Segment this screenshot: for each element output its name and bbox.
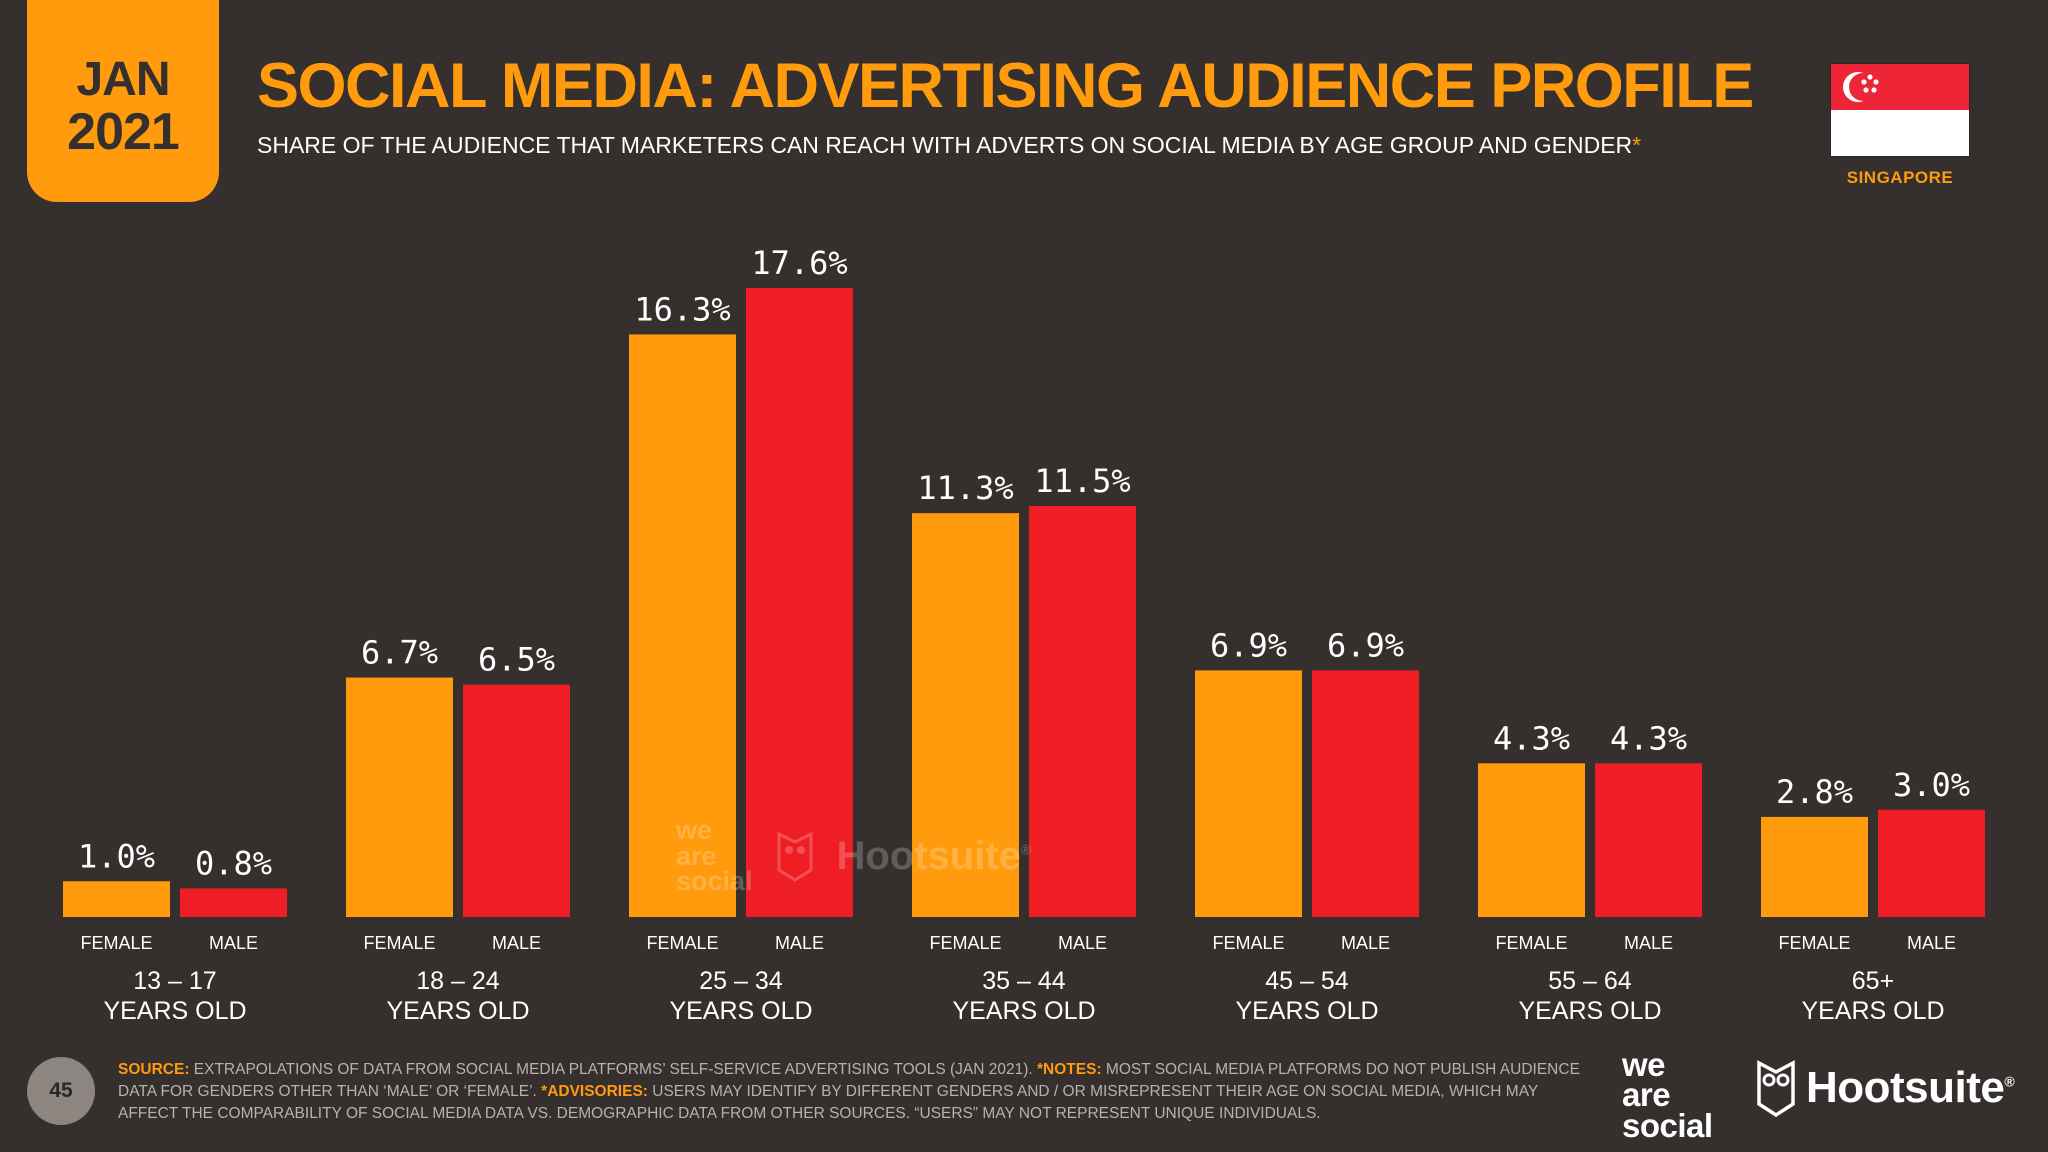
hootsuite-registered-mark: ® <box>2004 1073 2015 1090</box>
bar-male-1 <box>463 684 570 917</box>
advisories-label: *ADVISORIES: <box>541 1083 648 1100</box>
watermark-we-are-social: we are social <box>676 815 753 897</box>
bar-male-3 <box>1029 506 1136 917</box>
was-logo-line3: social <box>1622 1106 1713 1144</box>
gender-label-female-0: FEMALE <box>80 933 152 953</box>
gender-label-male-0: MALE <box>209 933 258 953</box>
age-range-label-3: 35 – 44 <box>982 967 1066 995</box>
bar-male-5 <box>1595 763 1702 917</box>
bar-female-4 <box>1195 670 1302 917</box>
data-label-male-3: 11.5% <box>1034 462 1130 500</box>
bar-female-3 <box>912 513 1019 917</box>
hootsuite-logo: Hootsuite® <box>1756 1058 2015 1118</box>
bar-female-5 <box>1478 763 1585 917</box>
gender-label-male-4: MALE <box>1341 933 1390 953</box>
watermark-hootsuite: Hootsuite® <box>837 834 1032 879</box>
gender-label-female-3: FEMALE <box>929 933 1001 953</box>
gender-label-male-1: MALE <box>492 933 541 953</box>
data-label-male-6: 3.0% <box>1893 766 1970 804</box>
subtitle-text: SHARE OF THE AUDIENCE THAT MARKETERS CAN… <box>257 132 1633 158</box>
data-label-male-2: 17.6% <box>751 244 847 282</box>
bar-male-6 <box>1878 809 1985 917</box>
owl-icon <box>777 832 813 883</box>
watermark-was-line1: we <box>676 815 713 845</box>
age-range-label-0: 13 – 17 <box>133 967 216 995</box>
bar-male-4 <box>1312 670 1419 917</box>
notes-label: *NOTES: <box>1037 1061 1102 1078</box>
data-label-female-2: 16.3% <box>634 290 730 328</box>
gender-label-male-2: MALE <box>775 933 824 953</box>
badge-year: 2021 <box>67 102 180 161</box>
page-number: 45 <box>27 1057 95 1125</box>
singapore-flag-icon <box>1831 64 1969 156</box>
bar-male-2 <box>746 288 853 917</box>
date-badge: JAN 2021 <box>27 0 219 202</box>
gender-label-female-1: FEMALE <box>363 933 435 953</box>
age-suffix-label-6: YEARS OLD <box>1801 997 1944 1025</box>
data-label-male-4: 6.9% <box>1327 626 1404 664</box>
watermark-hootsuite-name: Hootsuite <box>836 833 1021 878</box>
bar-male-0 <box>180 888 287 917</box>
source-text: EXTRAPOLATIONS OF DATA FROM SOCIAL MEDIA… <box>189 1061 1038 1078</box>
watermark-was-line2: are <box>676 840 717 871</box>
data-label-male-0: 0.8% <box>195 844 272 882</box>
data-label-female-6: 2.8% <box>1776 773 1853 811</box>
age-suffix-label-4: YEARS OLD <box>1235 997 1378 1025</box>
age-range-label-4: 45 – 54 <box>1265 967 1349 995</box>
country-label: SINGAPORE <box>1846 168 1954 187</box>
age-range-label-6: 65+ <box>1852 967 1894 995</box>
gender-label-male-5: MALE <box>1624 933 1673 953</box>
gender-label-male-3: MALE <box>1058 933 1107 953</box>
age-range-label-1: 18 – 24 <box>416 967 500 995</box>
we-are-social-logo: we are social <box>1622 1046 1713 1144</box>
age-range-label-5: 55 – 64 <box>1548 967 1632 995</box>
bar-female-0 <box>63 881 170 917</box>
source-label: SOURCE: <box>118 1061 190 1078</box>
gender-label-female-5: FEMALE <box>1495 933 1567 953</box>
was-logo-line2: are <box>1622 1076 1671 1114</box>
gender-label-female-2: FEMALE <box>646 933 718 953</box>
notes-text: MOST SOCIAL MEDIA PLATFORMS DO NOT PUBLI… <box>118 1061 1580 1100</box>
watermark: we are social Hootsuite® <box>676 815 1032 897</box>
gender-label-female-6: FEMALE <box>1778 933 1850 953</box>
age-suffix-label-3: YEARS OLD <box>952 997 1095 1025</box>
gender-label-male-6: MALE <box>1907 933 1956 953</box>
bar-female-1 <box>346 677 453 917</box>
data-label-female-4: 6.9% <box>1210 626 1287 664</box>
age-suffix-label-1: YEARS OLD <box>386 997 529 1025</box>
footnote: SOURCE: EXTRAPOLATIONS OF DATA FROM SOCI… <box>118 1059 1598 1125</box>
bar-female-6 <box>1761 816 1868 917</box>
gender-label-female-4: FEMALE <box>1212 933 1284 953</box>
hootsuite-name: Hootsuite <box>1806 1063 2005 1112</box>
data-label-female-1: 6.7% <box>361 634 438 672</box>
watermark-was-line3: social <box>676 866 753 897</box>
data-label-female-3: 11.3% <box>917 469 1013 507</box>
data-label-male-5: 4.3% <box>1610 719 1687 757</box>
data-label-male-1: 6.5% <box>478 641 555 679</box>
age-suffix-label-0: YEARS OLD <box>103 997 246 1025</box>
subtitle-asterisk: * <box>1632 132 1642 158</box>
watermark-hootsuite-mark: ® <box>1020 841 1032 858</box>
age-suffix-label-2: YEARS OLD <box>669 997 812 1025</box>
data-label-female-5: 4.3% <box>1493 719 1570 757</box>
was-logo-line1: we <box>1622 1046 1666 1083</box>
page-title: SOCIAL MEDIA: ADVERTISING AUDIENCE PROFI… <box>257 51 1754 121</box>
advisories-text: USERS MAY IDENTIFY BY DIFFERENT GENDERS … <box>118 1083 1538 1122</box>
badge-month: JAN <box>76 52 170 106</box>
bar-female-2 <box>629 334 736 918</box>
age-range-label-2: 25 – 34 <box>699 967 783 995</box>
hootsuite-owl-icon <box>1757 1060 1795 1118</box>
data-label-female-0: 1.0% <box>78 837 155 875</box>
age-suffix-label-5: YEARS OLD <box>1518 997 1661 1025</box>
page-subtitle: SHARE OF THE AUDIENCE THAT MARKETERS CAN… <box>257 132 1641 159</box>
